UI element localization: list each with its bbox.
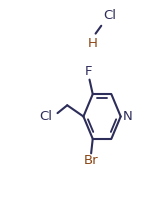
Text: N: N xyxy=(123,110,132,123)
Text: F: F xyxy=(85,65,93,78)
Text: Br: Br xyxy=(84,155,98,168)
Text: Cl: Cl xyxy=(103,9,116,22)
Text: H: H xyxy=(88,37,98,50)
Text: Cl: Cl xyxy=(40,110,53,123)
